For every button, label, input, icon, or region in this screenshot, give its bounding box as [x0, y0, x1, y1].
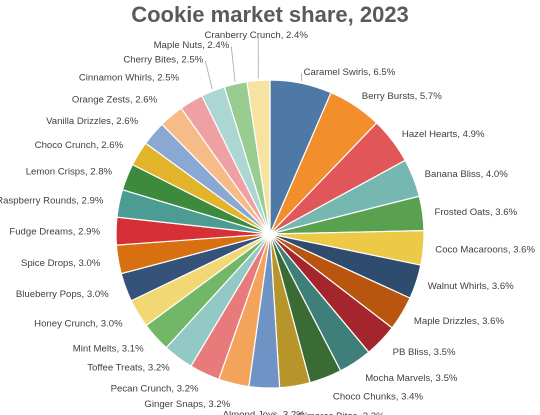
slice-label: Honey Crunch, 3.0% — [34, 318, 123, 329]
slice-label: Vanilla Drizzles, 2.6% — [46, 116, 139, 127]
slice-label: Cinnamon Whirls, 2.5% — [79, 73, 180, 84]
leader-lines — [204, 36, 303, 90]
slice-label: Choco Chunks, 3.4% — [333, 392, 424, 403]
slice-label: Fudge Dreams, 2.9% — [9, 226, 100, 237]
slice-label: Blueberry Pops, 3.0% — [16, 289, 109, 300]
slice-label: Banana Bliss, 4.0% — [425, 169, 509, 180]
slice-label: Maple Nuts, 2.4% — [154, 40, 230, 51]
slice-label: Walnut Whirls, 3.6% — [428, 281, 514, 292]
slice-label: Pecan Crunch, 3.2% — [111, 384, 199, 395]
slice-label: Toffee Treats, 3.2% — [87, 362, 170, 373]
slice-label: Raspberry Rounds, 2.9% — [0, 196, 104, 207]
slice-label: Coco Macaroons, 3.6% — [435, 245, 535, 256]
slice-label: PB Bliss, 3.5% — [393, 347, 456, 358]
slice-label: Frosted Oats, 3.6% — [435, 207, 518, 218]
slice-label: Cranberry Crunch, 2.4% — [204, 30, 308, 41]
slice-label: Almond Joys, 3.2% — [223, 409, 306, 415]
chart-title: Cookie market share, 2023 — [131, 2, 409, 27]
slice-label: Ginger Snaps, 3.2% — [144, 399, 230, 410]
slice-label: Mocha Marvels, 3.5% — [365, 373, 458, 384]
slice-label: Caramel Swirls, 6.5% — [304, 67, 396, 78]
slice-label: Hazel Hearts, 4.9% — [402, 129, 485, 140]
slice-label: Spice Drops, 3.0% — [21, 258, 101, 269]
slice-label: Lemon Crisps, 2.8% — [26, 167, 113, 178]
slice-label: Mint Melts, 3.1% — [73, 343, 144, 354]
slice-label: S'mores Bites, 3.2% — [299, 411, 386, 415]
leader-line — [230, 46, 236, 83]
pie-slice — [246, 79, 271, 235]
slice-label: Orange Zests, 2.6% — [72, 94, 158, 105]
slice-label: Berry Bursts, 5.7% — [362, 91, 442, 102]
slice-labels: Caramel Swirls, 6.5% Berry Bursts, 5.7% Ha… — [0, 30, 535, 415]
slice-label: Cherry Bites, 2.5% — [123, 54, 203, 65]
pie-slices — [115, 79, 425, 389]
leader-line — [204, 60, 213, 90]
slice-label: Maple Drizzles, 3.6% — [414, 316, 505, 327]
slice-label: Choco Crunch, 2.6% — [35, 140, 124, 151]
